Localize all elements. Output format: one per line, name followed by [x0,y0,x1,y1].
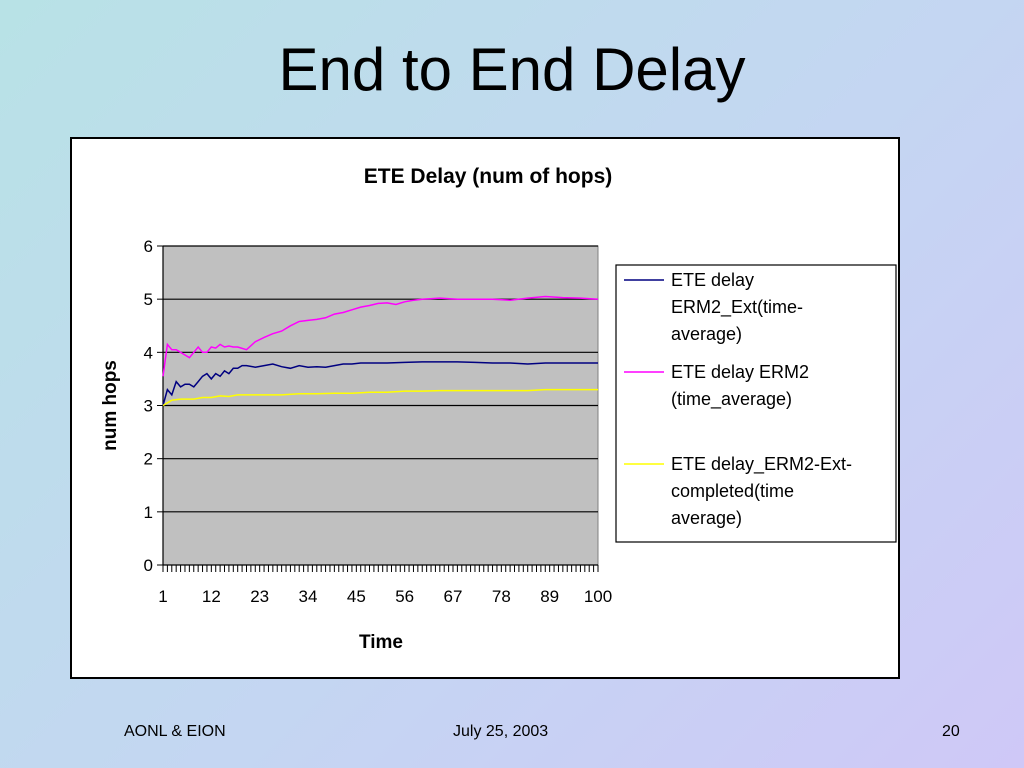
y-axis-label: num hops [100,360,121,451]
x-tick-label: 67 [444,587,463,606]
legend-box [615,264,897,543]
y-tick-label: 2 [144,450,153,469]
series-line-2 [162,295,599,377]
footer-page-number: 20 [942,723,960,740]
x-axis-label: Time [359,632,403,653]
x-tick-label: 100 [584,587,612,606]
chart-container: ETE Delay (num of hops) 0 1 2 3 4 5 6 1 12 23 34 45 5… [70,137,900,679]
x-tick-label: 78 [492,587,511,606]
y-tick-label: 1 [144,503,153,522]
legend-label-3: average) [671,508,742,528]
x-tick-label: 56 [395,587,414,606]
legend-label-3: ETE delay_ERM2-Ext- [671,454,852,475]
footer-organization: AONL & EION [124,723,226,740]
y-tick-label: 6 [144,237,153,256]
legend-label-3: completed(time [671,481,794,501]
footer-date: July 25, 2003 [453,723,549,740]
series-line-3 [162,388,598,407]
legend-label-1: average) [671,324,742,344]
slide-title: End to End Delay [278,36,746,103]
y-tick-label: 3 [144,397,153,416]
legend-label-2: ETE delay ERM2 [671,362,809,382]
x-tick-label: 34 [299,587,318,606]
legend-label-2: (time_average) [671,389,792,410]
y-tick-label: 0 [144,556,153,575]
x-tick-label: 1 [158,587,167,606]
y-tick-label: 4 [144,343,153,362]
x-tick-label: 23 [250,587,269,606]
legend-label-1: ERM2_Ext(time- [671,297,803,318]
legend-label-1: ETE delay [671,270,754,290]
x-tick-label: 89 [540,587,559,606]
series-line-1 [162,361,598,406]
x-tick-label: 45 [347,587,366,606]
chart-title: ETE Delay (num of hops) [364,165,613,188]
y-tick-label: 5 [144,290,153,309]
x-tick-label: 12 [202,587,221,606]
